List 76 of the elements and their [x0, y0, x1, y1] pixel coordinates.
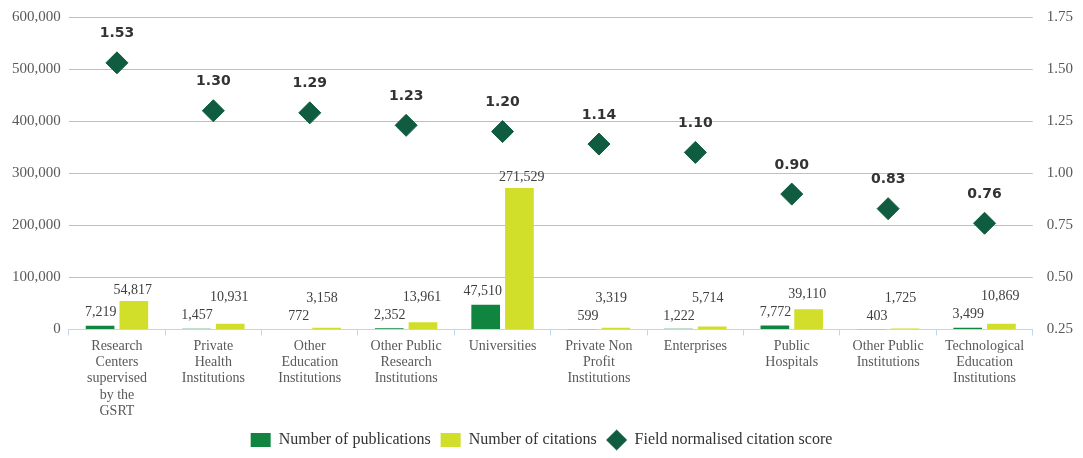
data-label: 772 — [288, 307, 310, 323]
x-tick-label: Enterprises — [663, 338, 727, 354]
x-tick-label: Technological Education Institutions — [945, 338, 1025, 386]
point — [298, 101, 322, 125]
data-label: 5,714 — [691, 289, 724, 305]
point — [973, 211, 997, 235]
data-label: 1.20 — [485, 93, 521, 110]
y-tick-label: 100,000 — [12, 268, 61, 285]
data-label: 1.23 — [388, 86, 424, 103]
x-tick-label: Other Education Institutions — [278, 338, 342, 386]
data-label: 54,817 — [113, 281, 152, 297]
data-label: 2,352 — [374, 306, 406, 322]
data-label: 271,529 — [499, 168, 545, 184]
y2-tick-label: 1.00 — [1046, 164, 1073, 181]
data-label: 13,961 — [402, 288, 442, 304]
point — [876, 197, 900, 221]
data-label: 7,772 — [759, 304, 792, 320]
point — [491, 120, 515, 144]
y2-tick-label: 1.25 — [1046, 112, 1073, 129]
y2-tick-label: 0.75 — [1046, 216, 1073, 233]
bar — [987, 323, 1016, 329]
y2-tick-label: 1.75 — [1046, 7, 1073, 24]
legend-label: Field normalised citation score — [634, 430, 833, 448]
x-tick-label: Other Public Research Institutions — [370, 338, 442, 386]
y2-tick-label: 1.50 — [1046, 60, 1073, 77]
data-label: 1,457 — [181, 307, 213, 323]
x-tick-label: Other Public Institutions — [852, 338, 924, 370]
bar — [408, 322, 438, 329]
legend-label: Number of citations — [468, 430, 597, 448]
y-tick-label: 300,000 — [12, 164, 61, 181]
bar — [215, 323, 245, 329]
x-tick-label: Public Hospitals — [765, 338, 819, 370]
y2-tick-label: 0.50 — [1046, 268, 1073, 285]
data-label: 39,110 — [788, 286, 827, 302]
data-label: 3,499 — [952, 306, 985, 322]
data-label: 3,319 — [595, 289, 627, 305]
data-label: 10,869 — [981, 288, 1020, 304]
point — [683, 140, 707, 164]
data-label: 7,219 — [84, 304, 117, 320]
point — [201, 99, 225, 123]
bar — [794, 309, 823, 329]
bar — [760, 325, 790, 329]
x-tick-label: Research Centers supervised by the GSRT — [87, 338, 147, 418]
data-label: 3,158 — [306, 289, 338, 305]
bar — [119, 300, 149, 329]
data-label: 1.10 — [678, 114, 713, 131]
data-label: 47,510 — [463, 283, 503, 299]
y-tick-label: 500,000 — [12, 60, 61, 77]
x-tick-label: Universities — [468, 338, 537, 354]
data-label: 0.76 — [967, 184, 1002, 201]
point — [780, 182, 804, 206]
bar — [471, 304, 501, 329]
point — [105, 51, 129, 75]
data-label: 0.90 — [774, 155, 810, 172]
data-label: 1,222 — [663, 307, 695, 323]
data-label: 10,931 — [209, 289, 249, 305]
y-tick-label: 0 — [53, 320, 61, 337]
y-tick-label: 600,000 — [12, 7, 61, 24]
data-label: 1.29 — [292, 74, 328, 91]
data-label: 1.30 — [196, 72, 231, 89]
bar — [505, 188, 534, 329]
data-label: 1.53 — [99, 24, 135, 41]
data-label: 0.83 — [870, 170, 906, 187]
x-tick-label: Private Health Institutions — [181, 338, 245, 386]
point — [587, 132, 611, 156]
data-label: 1.14 — [581, 105, 617, 122]
data-label: 599 — [577, 307, 599, 323]
bar — [85, 325, 115, 329]
x-tick-label: Private Non Profit Institutions — [565, 338, 633, 386]
y-tick-label: 400,000 — [12, 112, 61, 129]
data-label: 403 — [866, 307, 888, 323]
point — [394, 113, 418, 137]
y-tick-label: 200,000 — [12, 216, 61, 233]
y2-tick-label: 0.25 — [1046, 320, 1073, 337]
data-label: 1,725 — [884, 289, 917, 305]
legend-label: Number of publications — [278, 430, 431, 449]
